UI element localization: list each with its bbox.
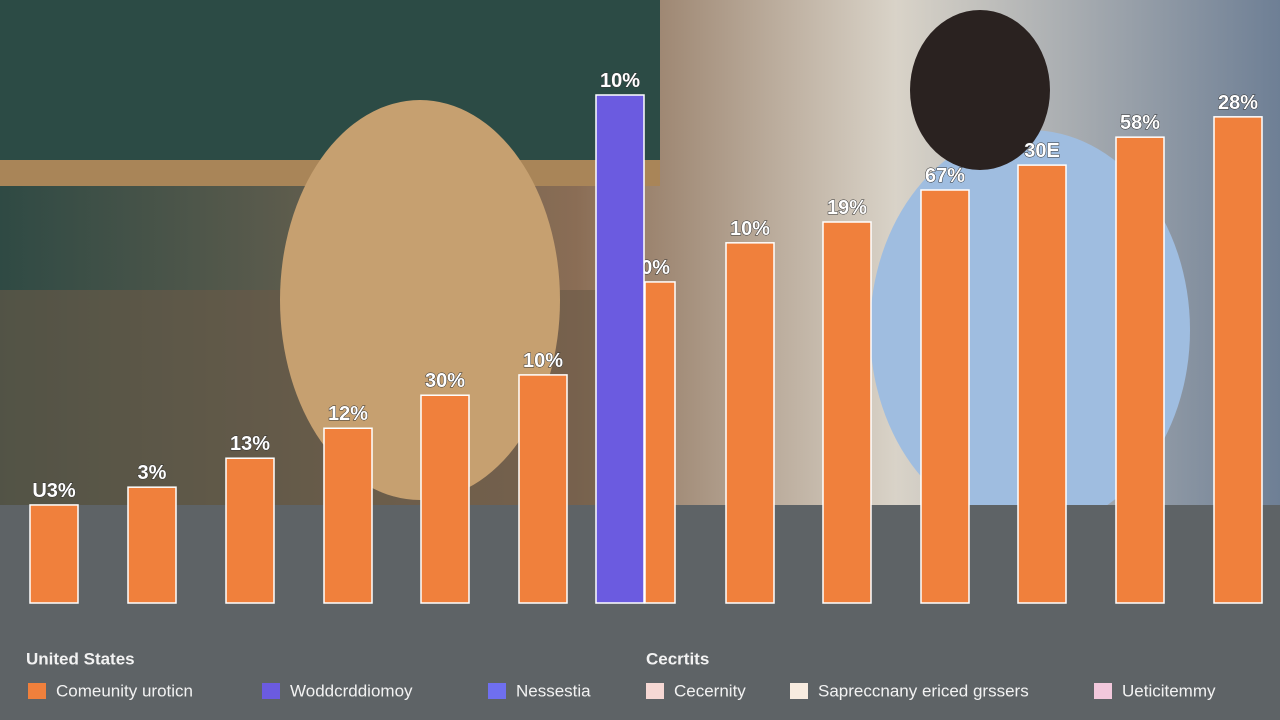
bar [725, 242, 775, 604]
legend-swatch [790, 683, 808, 699]
value-label: 67% [925, 165, 965, 187]
bar [644, 281, 676, 604]
value-label: 58% [1120, 112, 1160, 134]
legend-swatch [262, 683, 280, 699]
value-label: 13% [230, 433, 270, 455]
legend-title: United States [26, 649, 135, 668]
legend-title: Cecrtits [646, 649, 709, 668]
value-label: 28% [1218, 92, 1258, 114]
bar [420, 394, 470, 604]
bar [920, 189, 970, 604]
bar [1115, 136, 1165, 604]
bar [29, 504, 79, 604]
bar [518, 374, 568, 604]
value-label: 10% [523, 350, 563, 372]
legend-swatch [28, 683, 46, 699]
legend-label: Nessestia [516, 681, 591, 700]
legend-label: Cecernity [674, 681, 746, 700]
value-label: U3% [32, 480, 76, 502]
bar [822, 221, 872, 604]
value-label: 30% [425, 370, 465, 392]
bar [595, 94, 645, 604]
bar [1017, 164, 1067, 604]
value-label: 10% [730, 218, 770, 240]
legend-label: Ueticitemmy [1122, 681, 1216, 700]
legend-label: Woddcrddiomoy [290, 681, 413, 700]
legend-label: Comeunity uroticn [56, 681, 193, 700]
value-label: 19% [827, 197, 867, 219]
value-label: 3% [138, 462, 167, 484]
bar [127, 486, 177, 604]
legend-label: Sapreccnany ericed grssers [818, 681, 1029, 700]
value-label: 12% [328, 403, 368, 425]
legend-swatch [646, 683, 664, 699]
value-label: 10% [600, 70, 640, 92]
bar [225, 457, 275, 604]
legend-swatch [488, 683, 506, 699]
value-label: 30E [1024, 140, 1060, 162]
bar [323, 427, 373, 604]
legend-swatch [1094, 683, 1112, 699]
bar [1213, 116, 1263, 604]
